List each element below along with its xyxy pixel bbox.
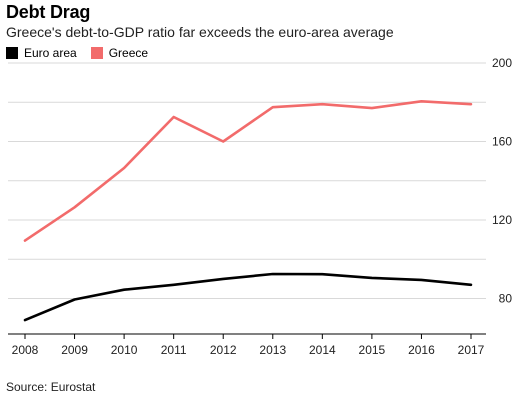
legend-swatch-euro-area (6, 47, 18, 59)
chart-title: Debt Drag (6, 2, 91, 22)
x-tick-label-2013: 2013 (259, 343, 286, 357)
grid-lines (8, 62, 486, 335)
y-tick-label-80: 80 (499, 292, 513, 306)
x-tick-label-2012: 2012 (210, 343, 237, 357)
x-tick-label-2011: 2011 (161, 343, 187, 357)
x-axis-ticks: 2008 2009 2010 2011 2012 2013 2014 2015 2016 2017 (12, 334, 485, 357)
x-tick-label-2015: 2015 (359, 343, 386, 357)
legend-label-greece: Greece (108, 46, 149, 60)
chart-subtitle: Greece's debt-to-GDP ratio far exceeds t… (6, 24, 394, 40)
source-note: Source: Eurostat (6, 380, 96, 394)
series-lines (23, 100, 473, 322)
y-tick-label-120: 120 (492, 213, 512, 227)
y-tick-label-200: 200 (492, 56, 512, 70)
legend-item-euro-area: Euro area (6, 46, 77, 60)
x-tick-label-2017: 2017 (458, 343, 485, 357)
legend: Euro area Greece (6, 46, 162, 60)
x-tick-label-2010: 2010 (111, 343, 138, 357)
x-tick-label-2009: 2009 (61, 343, 88, 357)
y-axis-ticks: 80 120 160 200 (492, 56, 512, 306)
x-tick-label-2016: 2016 (408, 343, 435, 357)
x-tick-label-2008: 2008 (12, 343, 39, 357)
y-tick-label-160: 160 (492, 135, 512, 149)
series-line-euro-area (23, 272, 473, 322)
x-tick-label-2014: 2014 (309, 343, 336, 357)
series-line-greece (23, 100, 473, 242)
legend-label-euro-area: Euro area (24, 46, 77, 60)
legend-item-greece: Greece (90, 46, 149, 60)
legend-swatch-greece (90, 47, 103, 59)
